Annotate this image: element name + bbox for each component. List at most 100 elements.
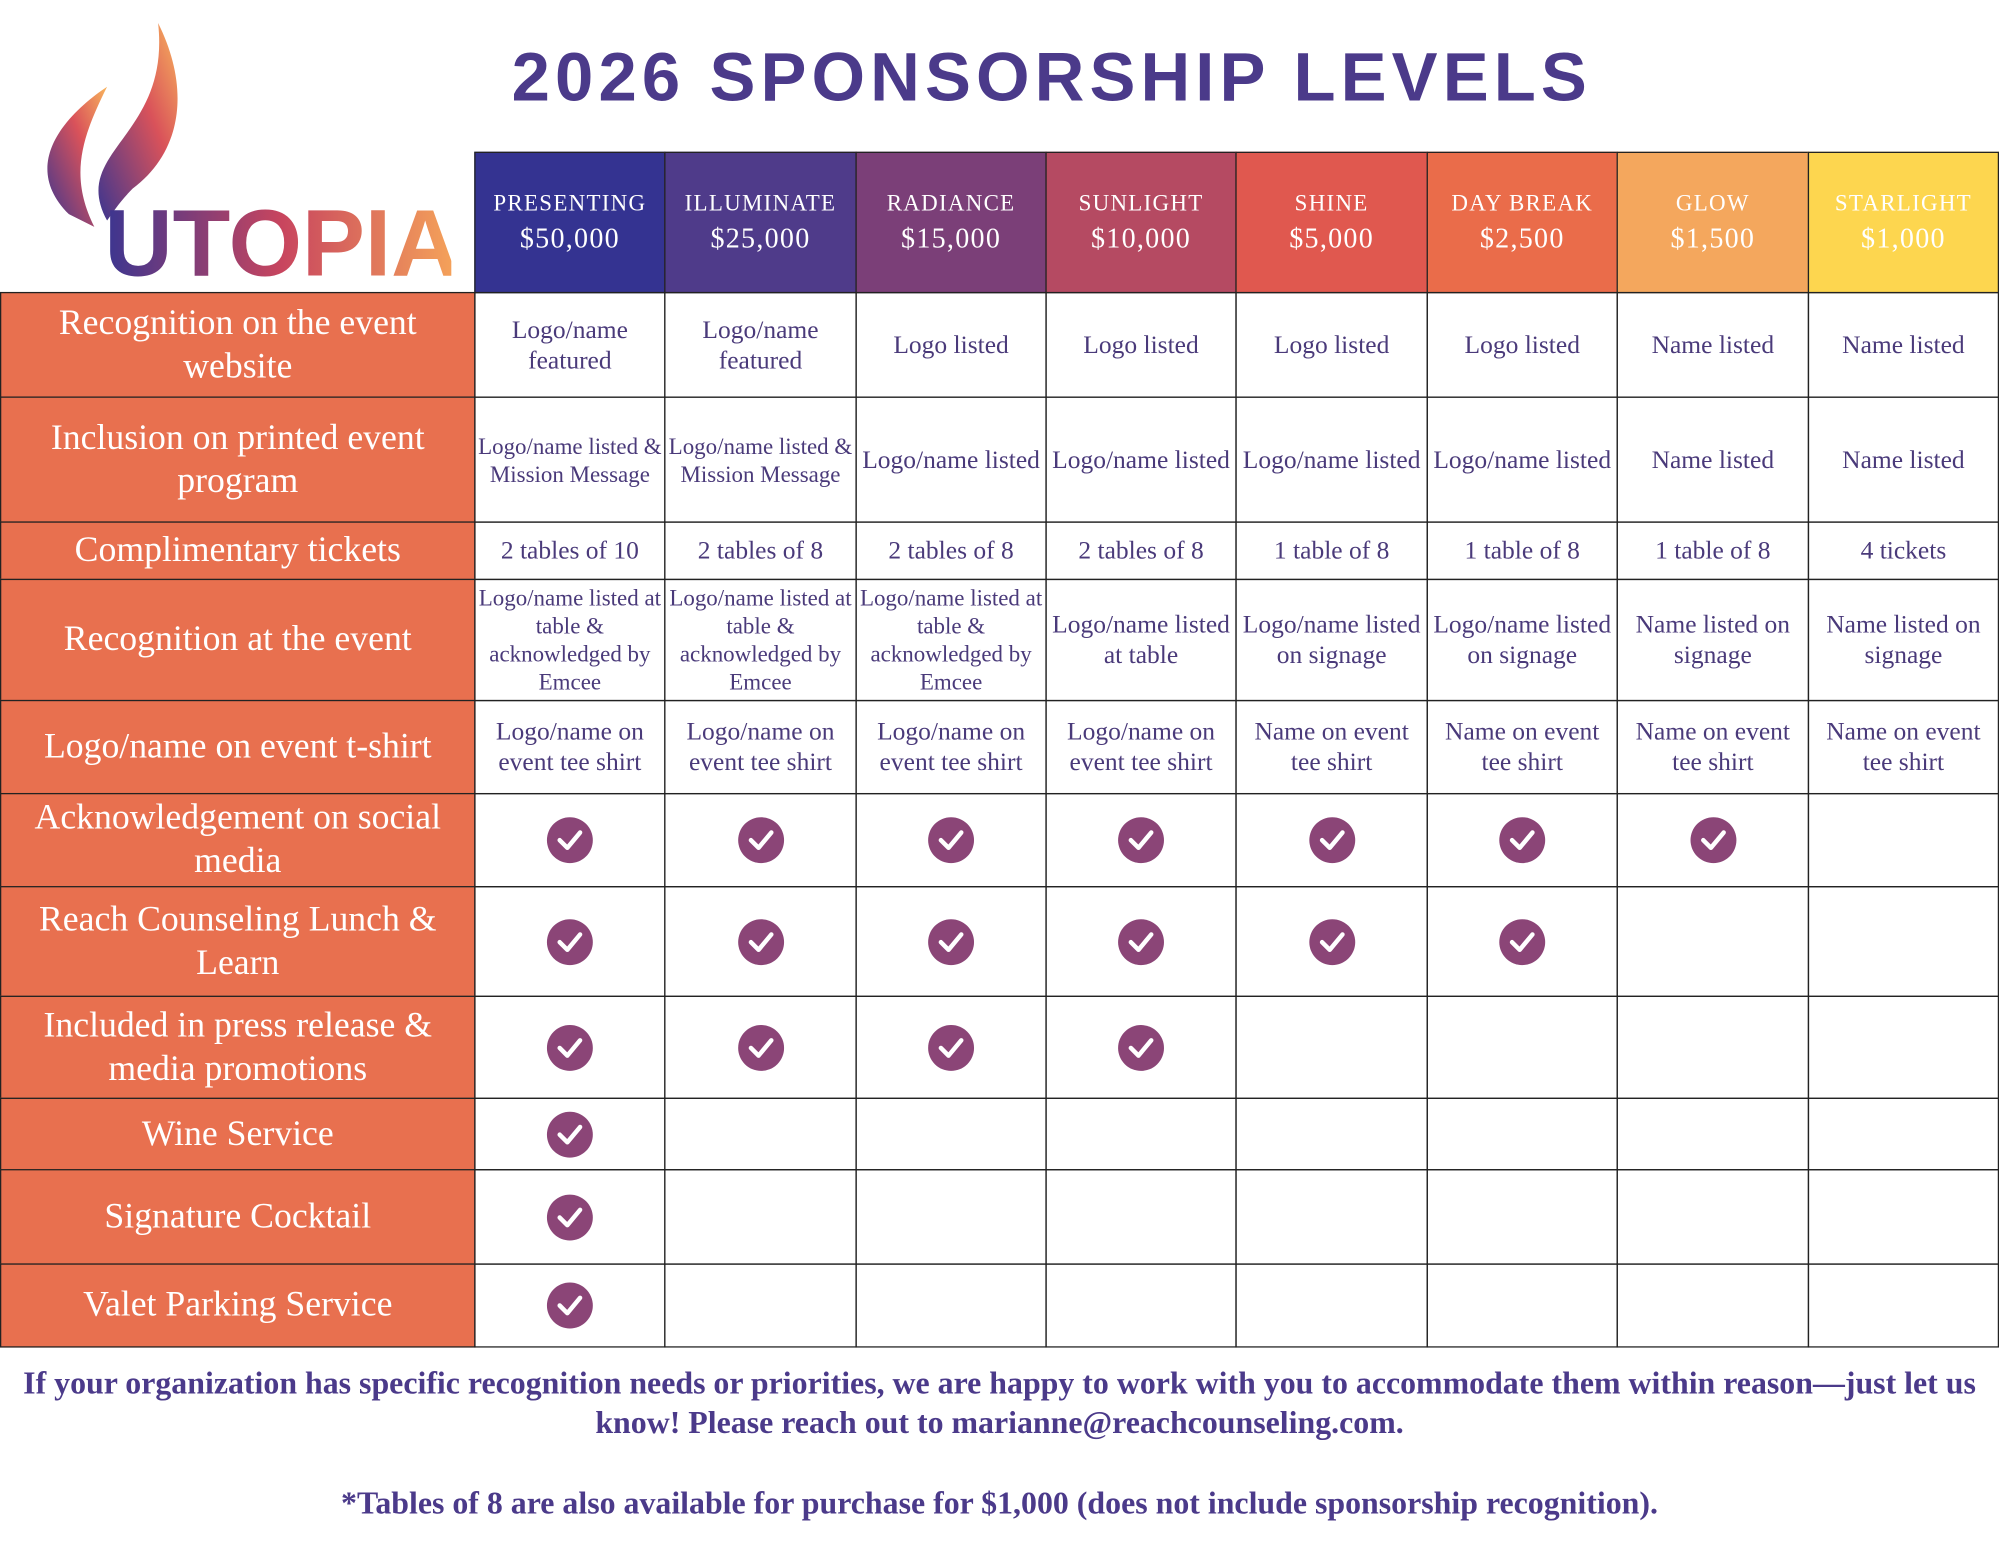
cell: Logo listed (1426, 291, 1618, 398)
cell (474, 886, 666, 997)
row-label: Signature Cocktail (0, 1169, 476, 1265)
cell (855, 886, 1047, 997)
level-header: PRESENTING $50,000 (474, 151, 666, 294)
cell (664, 1263, 857, 1348)
cell: Logo/name listed at table & acknowledged… (474, 578, 666, 702)
cell: Logo listed (855, 291, 1047, 398)
check-icon (546, 1024, 593, 1071)
flame (47, 86, 108, 227)
cell: Logo/name listed (1426, 396, 1618, 523)
level-header: DAY BREAK $2,500 (1426, 151, 1618, 294)
row-label: Valet Parking Service (0, 1263, 476, 1348)
row-label: Included in press release & media promot… (0, 995, 476, 1099)
cell: Name listed on signage (1616, 578, 1810, 702)
cell (1616, 792, 1810, 888)
row-label: Logo/name on event t-shirt (0, 699, 476, 795)
level-price: $1,000 (1861, 221, 1946, 254)
cell (1045, 1097, 1237, 1171)
cell (1807, 995, 1999, 1099)
cell (1426, 1263, 1618, 1348)
cell (1616, 886, 1810, 997)
cell (664, 1097, 857, 1171)
row-label: Recognition on the event website (0, 291, 476, 398)
cell: Name on event tee shirt (1616, 699, 1810, 795)
cell: 4 tickets (1807, 521, 1999, 581)
row-label: Inclusion on printed event program (0, 396, 476, 523)
cell (1045, 995, 1237, 1099)
level-price: $10,000 (1090, 221, 1192, 254)
cell (664, 792, 857, 888)
cell (474, 995, 666, 1099)
check-icon (737, 918, 784, 965)
cell: 1 table of 8 (1235, 521, 1428, 581)
level-name: STARLIGHT (1834, 189, 1972, 216)
cell: 2 tables of 8 (1045, 521, 1237, 581)
check-icon (546, 1193, 593, 1240)
row-label: Wine Service (0, 1097, 476, 1171)
footer-tables-note: *Tables of 8 are also available for purc… (341, 1486, 1658, 1521)
cell: Name listed (1616, 396, 1810, 523)
check-icon (1118, 1024, 1164, 1071)
check-icon (1118, 817, 1164, 864)
level-name: GLOW (1675, 189, 1750, 216)
cell: Name listed (1807, 396, 1999, 523)
cell (1807, 1263, 1999, 1348)
level-name: PRESENTING (493, 189, 647, 216)
cell: Logo/name on event tee shirt (474, 699, 666, 795)
cell (1045, 792, 1237, 888)
cell (855, 792, 1047, 888)
level-name: SHINE (1294, 189, 1369, 216)
cell (1235, 792, 1428, 888)
check-icon (737, 1024, 784, 1071)
check-icon (1308, 817, 1355, 864)
cell: 1 table of 8 (1616, 521, 1810, 581)
level-header: GLOW $1,500 (1616, 151, 1810, 294)
level-price: $5,000 (1289, 221, 1375, 254)
title: 2026 SPONSORSHIP LEVELS (511, 39, 1592, 117)
cell (1426, 1169, 1618, 1265)
level-price: $2,500 (1479, 221, 1565, 254)
cell (1235, 1169, 1428, 1265)
cell (474, 1169, 666, 1265)
cell (1616, 1169, 1810, 1265)
level-header: SUNLIGHT $10,000 (1045, 151, 1237, 294)
row-label: Reach Counseling Lunch & Learn (0, 886, 476, 997)
cell: Name on event tee shirt (1235, 699, 1428, 795)
cell (664, 1169, 857, 1265)
cell: Logo/name listed & Mission Message (474, 396, 666, 523)
cell (1426, 792, 1618, 888)
cell (1235, 1263, 1428, 1348)
cell: Logo listed (1235, 291, 1428, 398)
cell (664, 886, 857, 997)
check-icon (546, 1282, 593, 1329)
cell (1807, 1097, 1999, 1171)
cell: Logo/name listed (1045, 396, 1237, 523)
cell (1807, 792, 1999, 888)
cell (1045, 886, 1237, 997)
cell: Logo/name listed (855, 396, 1047, 523)
check-icon (928, 817, 975, 864)
cell: Logo/name listed on signage (1426, 578, 1618, 702)
cell (1235, 886, 1428, 997)
cell (1235, 1097, 1428, 1171)
cell (1616, 995, 1810, 1099)
check-icon (1689, 817, 1736, 864)
check-icon (546, 817, 593, 864)
cell: Name on event tee shirt (1426, 699, 1618, 795)
cell (1426, 1097, 1618, 1171)
level-header: STARLIGHT $1,000 (1807, 151, 1999, 294)
cell (855, 995, 1047, 1099)
cell (664, 995, 857, 1099)
check-icon (1118, 918, 1164, 965)
level-name: SUNLIGHT (1078, 189, 1204, 216)
cell: 2 tables of 10 (474, 521, 666, 581)
cell (1045, 1169, 1237, 1265)
row-label: Recognition at the event (0, 578, 476, 702)
cell: Logo/name listed at table (1045, 578, 1237, 702)
cell (1426, 886, 1618, 997)
cell (855, 1263, 1047, 1348)
row-label: Complimentary tickets (0, 521, 476, 581)
level-name: DAY BREAK (1451, 189, 1594, 216)
check-icon (737, 817, 784, 864)
cell: Logo/name listed & Mission Message (664, 396, 857, 523)
